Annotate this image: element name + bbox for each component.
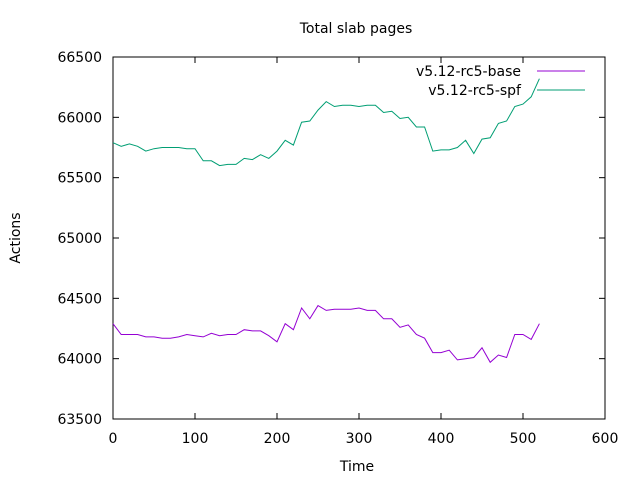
x-tick-label: 600 — [592, 431, 619, 447]
legend-label-2: v5.12-rc5-spf — [428, 83, 522, 99]
x-axis: 0 100 200 300 400 500 600 — [109, 57, 619, 447]
y-tick-label: 64000 — [57, 352, 102, 368]
legend-label-1: v5.12-rc5-base — [416, 64, 521, 80]
series-layer — [112, 78, 540, 364]
plot-border — [112, 56, 606, 420]
y-axis: 63500 64000 64500 65000 65500 66000 66500 — [57, 50, 605, 428]
plot-area — [112, 56, 606, 420]
y-tick-label: 65000 — [57, 231, 102, 247]
series-line-2 — [112, 78, 540, 167]
legend: v5.12-rc5-base v5.12-rc5-spf — [416, 64, 585, 99]
chart-title: Total slab pages — [299, 21, 413, 37]
y-tick-label: 66000 — [57, 110, 102, 126]
y-axis-label: Actions — [8, 212, 24, 263]
x-axis-label: Time — [339, 459, 374, 475]
y-tick-label: 66500 — [57, 50, 102, 66]
series-line-1 — [112, 304, 540, 364]
y-tick-label: 64500 — [57, 291, 102, 307]
y-tick-label: 65500 — [57, 171, 102, 187]
x-tick-label: 100 — [182, 431, 209, 447]
x-tick-label: 500 — [510, 431, 537, 447]
x-tick-label: 200 — [264, 431, 291, 447]
y-tick-label: 63500 — [57, 412, 102, 428]
x-tick-label: 0 — [109, 431, 118, 447]
x-tick-label: 400 — [428, 431, 455, 447]
x-tick-label: 300 — [346, 431, 373, 447]
